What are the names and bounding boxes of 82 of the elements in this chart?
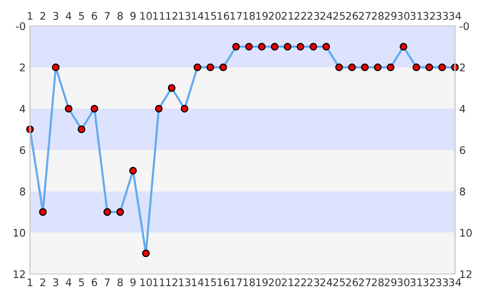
x-tick-label: 3 — [53, 278, 58, 286]
x-tick-label: 5 — [79, 278, 84, 286]
y2-tick-label: -0 — [460, 22, 469, 30]
x2-tick-label: 31 — [410, 12, 422, 20]
x2-tick-label: 3 — [53, 12, 58, 20]
x2-tick-label: 32 — [423, 12, 435, 20]
x-tick-label: 7 — [104, 278, 110, 286]
x-tick-label: 19 — [256, 278, 268, 286]
x2-tick-label: 21 — [282, 12, 294, 20]
x-tick-label: 25 — [333, 278, 345, 286]
x2-tick-label: 30 — [398, 12, 410, 20]
x-tick-label: 26 — [346, 278, 358, 286]
x2-tick-label: 23 — [307, 12, 320, 20]
x-tick-label: 21 — [282, 278, 294, 286]
x2-tick-label: 19 — [256, 12, 268, 20]
x-tick-label: 6 — [92, 278, 98, 286]
y2-tick-label: 6 — [460, 146, 466, 154]
x2-tick-label: 9 — [130, 12, 136, 20]
x2-tick-label: 27 — [358, 12, 371, 20]
x2-tick-label: 2 — [40, 12, 46, 20]
x2-tick-label: 34 — [449, 12, 462, 20]
y-tick-label: 12 — [14, 270, 25, 278]
x2-tick-label: 5 — [79, 12, 84, 20]
y-tick-label: 4 — [20, 105, 26, 113]
x2-tick-label: 10 — [140, 12, 152, 20]
x2-tick-label: 12 — [166, 12, 178, 20]
y2-tick-label: 2 — [460, 64, 465, 72]
x2-tick-label: 8 — [118, 12, 123, 20]
x-tick-label: 11 — [153, 278, 164, 286]
x2-tick-label: 22 — [294, 12, 306, 20]
y-tick-label: 6 — [20, 146, 26, 154]
x-tick-label: 17 — [230, 278, 242, 286]
x2-tick-label: 26 — [346, 12, 358, 20]
x-tick-label: 32 — [423, 278, 435, 286]
x-tick-label: 28 — [372, 278, 384, 286]
x-tick-label: 27 — [358, 278, 371, 286]
x-tick-label: 4 — [66, 278, 72, 286]
x2-tick-label: 24 — [320, 12, 332, 20]
x-tick-label: 34 — [449, 278, 462, 286]
y2-tick-label: 12 — [460, 270, 472, 278]
x-tick-label: 30 — [398, 278, 410, 286]
x2-tick-label: 33 — [436, 12, 448, 20]
x2-tick-label: 15 — [204, 12, 216, 20]
x-tick-label: 24 — [320, 278, 332, 286]
x2-tick-label: 7 — [104, 12, 110, 20]
x2-tick-label: 17 — [230, 12, 242, 20]
x2-tick-label: 14 — [192, 12, 204, 20]
x2-tick-label: 29 — [384, 12, 396, 20]
y2-tick-label: 10 — [460, 228, 472, 237]
x-tick-label: 16 — [218, 278, 230, 286]
x-tick-label: 9 — [130, 278, 136, 286]
y-tick-label: 10 — [14, 228, 26, 237]
x-tick-label: 1 — [28, 278, 32, 286]
x-tick-label: 10 — [140, 278, 152, 286]
x-tick-label: 23 — [307, 278, 320, 286]
x2-tick-label: 13 — [179, 12, 190, 20]
x2-tick-label: 25 — [333, 12, 345, 20]
x2-tick-label: 4 — [66, 12, 72, 20]
x-tick-label: 29 — [384, 278, 396, 286]
y-tick-label: 8 — [20, 188, 26, 196]
x2-tick-label: 18 — [243, 12, 255, 20]
y-tick-label: 2 — [20, 64, 25, 72]
x2-tick-label: 11 — [153, 12, 164, 20]
x2-tick-label: 6 — [92, 12, 98, 20]
x-tick-label: 12 — [166, 278, 178, 286]
x-tick-label: 15 — [204, 278, 216, 286]
x-tick-label: 33 — [436, 278, 448, 286]
x2-tick-label: 1 — [28, 12, 32, 20]
x-tick-label: 22 — [294, 278, 306, 286]
x-tick-label: 8 — [118, 278, 123, 286]
x-tick-label: 31 — [410, 278, 422, 286]
x-tick-label: 2 — [40, 278, 46, 286]
x2-tick-label: 16 — [218, 12, 230, 20]
y-tick-label: -0 — [16, 22, 26, 30]
x-tick-label: 13 — [179, 278, 190, 286]
x-tick-label: 20 — [268, 278, 281, 286]
x2-tick-label: 20 — [268, 12, 281, 20]
y2-tick-label: 4 — [460, 105, 466, 113]
x-tick-label: 18 — [243, 278, 255, 286]
x-tick-label: 14 — [192, 278, 204, 286]
x2-tick-label: 28 — [372, 12, 384, 20]
y2-tick-label: 8 — [460, 188, 466, 196]
